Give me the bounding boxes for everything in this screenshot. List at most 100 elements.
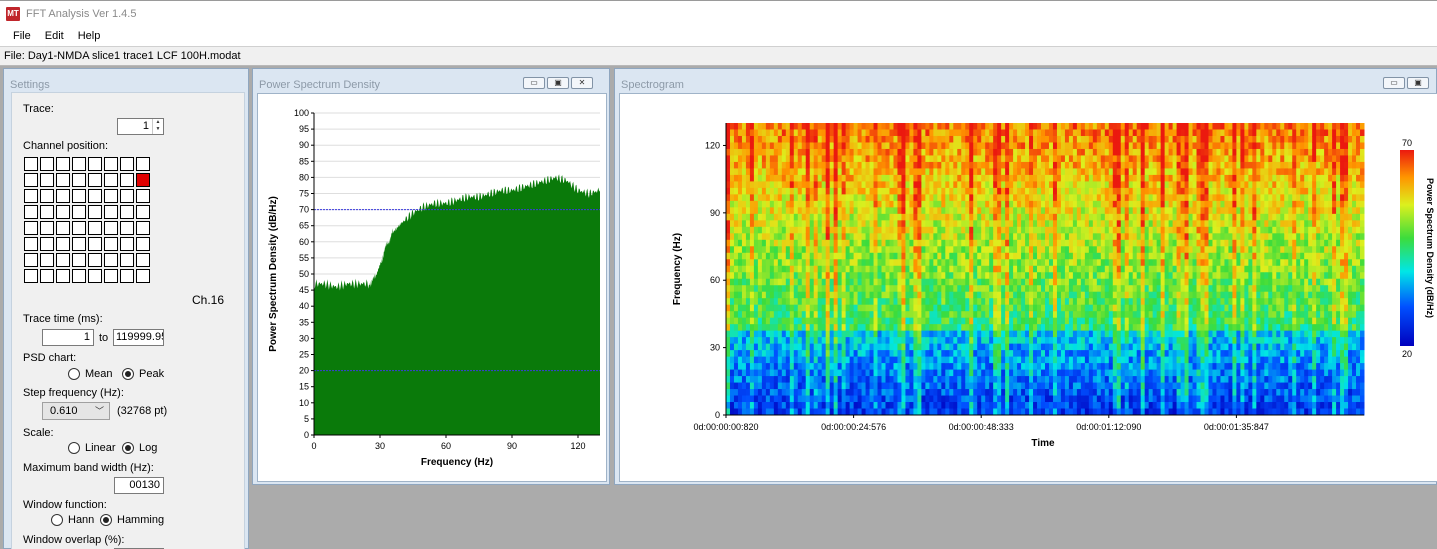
- channel-cell[interactable]: [88, 173, 102, 187]
- channel-cell[interactable]: [136, 157, 150, 171]
- channel-cell[interactable]: [120, 157, 134, 171]
- channel-cell[interactable]: [24, 221, 38, 235]
- channel-cell[interactable]: [104, 205, 118, 219]
- scale-linear-radio[interactable]: Linear: [68, 442, 116, 454]
- channel-cell[interactable]: [40, 237, 54, 251]
- channel-cell[interactable]: [24, 253, 38, 267]
- channel-cell[interactable]: [88, 237, 102, 251]
- channel-cell[interactable]: [120, 221, 134, 235]
- channel-cell[interactable]: [120, 173, 134, 187]
- psd-peak-radio[interactable]: Peak: [122, 368, 164, 380]
- channel-cell[interactable]: [120, 253, 134, 267]
- channel-cell[interactable]: [24, 189, 38, 203]
- menu-help[interactable]: Help: [77, 30, 101, 42]
- channel-cell[interactable]: [56, 157, 70, 171]
- spectrogram-cell: [765, 142, 771, 150]
- channel-cell[interactable]: [72, 237, 86, 251]
- spectrogram-cell: [797, 402, 803, 410]
- spectrogram-cell: [861, 291, 867, 299]
- channel-cell[interactable]: [104, 237, 118, 251]
- close-icon[interactable]: ✕: [571, 77, 593, 89]
- spectrogram-cell: [997, 161, 1002, 169]
- channel-cell[interactable]: [136, 205, 150, 219]
- trace-time-from-input[interactable]: 1: [42, 329, 94, 346]
- channel-cell[interactable]: [24, 205, 38, 219]
- channel-cell[interactable]: [136, 269, 150, 283]
- channel-cell[interactable]: [136, 189, 150, 203]
- channel-cell[interactable]: [136, 237, 150, 251]
- channel-cell[interactable]: [104, 253, 118, 267]
- channel-cell[interactable]: [40, 173, 54, 187]
- window-hamming-radio[interactable]: Hamming: [100, 514, 164, 526]
- spectrogram-cell: [1132, 226, 1138, 234]
- channel-cell[interactable]: [104, 157, 118, 171]
- channel-cell[interactable]: [24, 269, 38, 283]
- max-band-input[interactable]: 00130: [114, 477, 164, 494]
- channel-cell[interactable]: [104, 221, 118, 235]
- channel-cell[interactable]: [56, 269, 70, 283]
- channel-cell[interactable]: [40, 205, 54, 219]
- psd-mean-radio[interactable]: Mean: [68, 368, 113, 380]
- minimize-icon[interactable]: ▭: [523, 77, 545, 89]
- channel-cell[interactable]: [72, 269, 86, 283]
- channel-cell[interactable]: [40, 157, 54, 171]
- menu-edit[interactable]: Edit: [44, 30, 64, 42]
- down-arrow-icon[interactable]: ▼: [155, 126, 161, 132]
- channel-cell[interactable]: [56, 173, 70, 187]
- spectrogram-cell: [885, 363, 890, 371]
- spectrogram-cell: [969, 402, 974, 410]
- channel-cell[interactable]: [120, 205, 134, 219]
- channel-cell[interactable]: [88, 253, 102, 267]
- spectrogram-cell: [1112, 220, 1118, 228]
- channel-cell[interactable]: [72, 205, 86, 219]
- channel-cell[interactable]: [24, 173, 38, 187]
- window-hann-radio[interactable]: Hann: [51, 514, 94, 526]
- spectrogram-cell: [885, 123, 890, 130]
- spectrogram-cell: [1029, 200, 1034, 208]
- scale-log-radio[interactable]: Log: [122, 442, 157, 454]
- channel-cell[interactable]: [40, 221, 54, 235]
- step-frequency-select[interactable]: 0.610 ﹀: [42, 402, 110, 420]
- spectrogram-cell: [941, 239, 946, 247]
- channel-cell[interactable]: [72, 189, 86, 203]
- spectrogram-cell: [789, 395, 795, 403]
- channel-cell[interactable]: [88, 205, 102, 219]
- channel-cell[interactable]: [24, 157, 38, 171]
- menu-file[interactable]: File: [13, 30, 31, 42]
- spectrogram-cell: [909, 135, 914, 143]
- channel-cell[interactable]: [136, 253, 150, 267]
- channel-cell[interactable]: [40, 189, 54, 203]
- channel-cell[interactable]: [72, 173, 86, 187]
- channel-cell[interactable]: [24, 237, 38, 251]
- channel-cell[interactable]: [104, 173, 118, 187]
- restore-icon[interactable]: ▣: [547, 77, 569, 89]
- trace-time-to-input[interactable]: 119999.95: [113, 329, 164, 346]
- channel-cell[interactable]: [136, 173, 150, 187]
- channel-cell[interactable]: [88, 221, 102, 235]
- restore-icon[interactable]: ▣: [1407, 77, 1429, 89]
- channel-cell[interactable]: [40, 269, 54, 283]
- channel-cell[interactable]: [56, 189, 70, 203]
- channel-cell[interactable]: [88, 269, 102, 283]
- minimize-icon[interactable]: ▭: [1383, 77, 1405, 89]
- channel-cell[interactable]: [120, 269, 134, 283]
- channel-cell[interactable]: [72, 253, 86, 267]
- channel-cell[interactable]: [120, 189, 134, 203]
- channel-cell[interactable]: [56, 237, 70, 251]
- channel-cell[interactable]: [72, 157, 86, 171]
- channel-cell[interactable]: [104, 269, 118, 283]
- up-arrow-icon[interactable]: ▲: [155, 119, 161, 125]
- trace-stepper[interactable]: 1 ▲ ▼: [117, 118, 164, 135]
- spectrogram-cell: [833, 233, 839, 241]
- spectrogram-cell: [1045, 252, 1050, 260]
- channel-cell[interactable]: [120, 237, 134, 251]
- channel-cell[interactable]: [56, 253, 70, 267]
- channel-cell[interactable]: [88, 157, 102, 171]
- channel-cell[interactable]: [40, 253, 54, 267]
- channel-cell[interactable]: [56, 205, 70, 219]
- channel-cell[interactable]: [104, 189, 118, 203]
- channel-cell[interactable]: [72, 221, 86, 235]
- channel-cell[interactable]: [136, 221, 150, 235]
- channel-cell[interactable]: [56, 221, 70, 235]
- channel-cell[interactable]: [88, 189, 102, 203]
